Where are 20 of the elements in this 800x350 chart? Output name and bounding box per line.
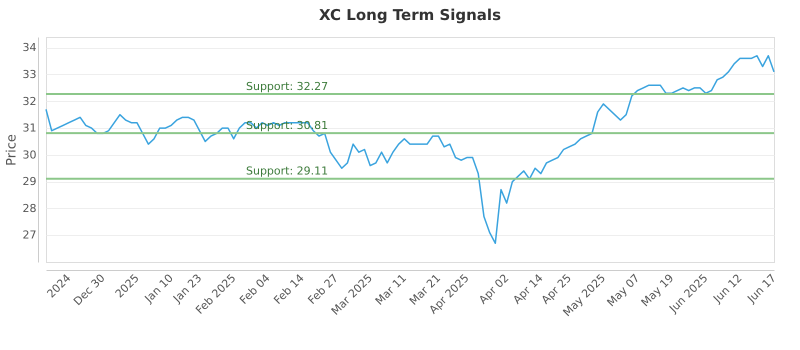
y-axis-title: Price [4, 134, 20, 166]
y-tick-label: 29 [22, 175, 36, 188]
y-tick-label: 32 [22, 94, 36, 108]
y-tick-label: 34 [22, 41, 36, 54]
x-tick-label: Mar 11 [372, 272, 410, 308]
x-tick-label: Dec 30 [71, 272, 108, 308]
y-tick-label: 30 [22, 148, 36, 162]
x-tick-label: Apr 02 [476, 272, 512, 307]
y-tick-label: 31 [22, 122, 36, 135]
line-series [45, 55, 775, 244]
chart-title: XC Long Term Signals [319, 6, 502, 24]
x-tick-label: Feb 14 [271, 272, 307, 307]
x-tick-label: Jun 12 [710, 272, 745, 306]
y-tick-label: 28 [22, 202, 36, 215]
x-tick-label: Jun 17 [744, 272, 779, 306]
ref-line-label: Support: 29.11 [246, 164, 328, 178]
y-tick-label: 33 [22, 68, 36, 81]
x-tick-label: Feb 04 [237, 272, 273, 307]
y-tick-label: 27 [22, 228, 36, 242]
ref-line-label: Support: 32.27 [246, 80, 328, 94]
